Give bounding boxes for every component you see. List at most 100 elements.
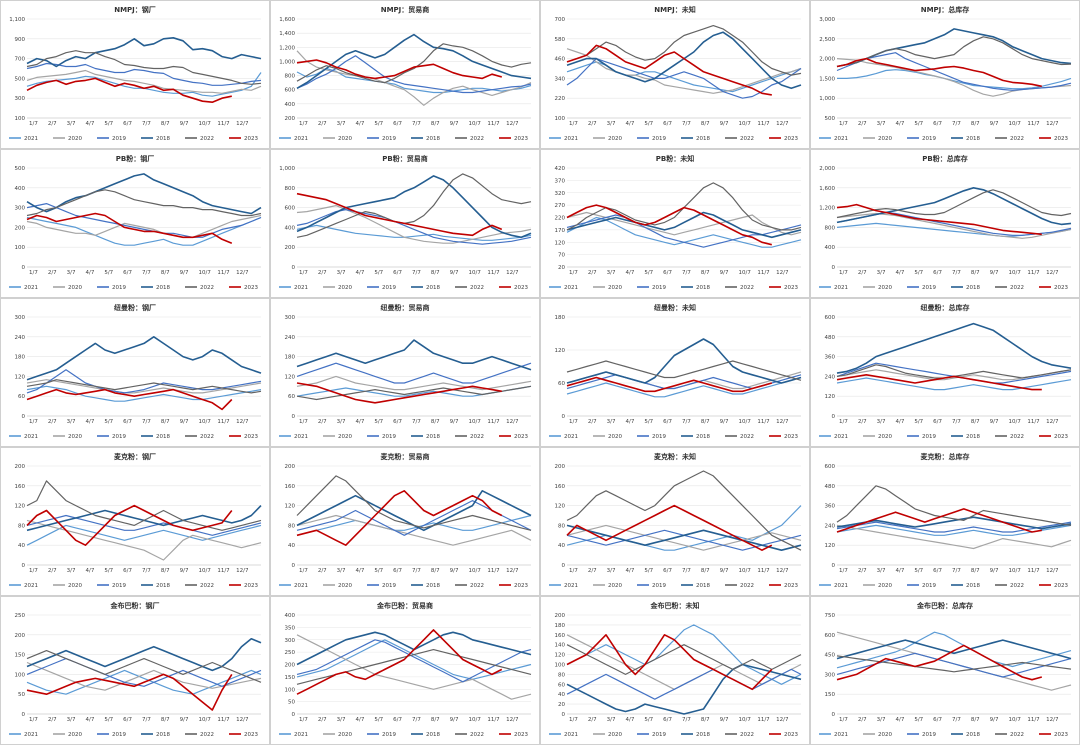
legend-item: 2023 — [1039, 583, 1068, 589]
x-tick-label: 7/7 — [682, 270, 691, 276]
legend-label: 2020 — [338, 583, 352, 589]
legend-item: 2023 — [499, 285, 528, 291]
y-tick-label: 250 — [15, 613, 26, 619]
legend-label: 2022 — [1010, 285, 1024, 291]
x-tick-label: 9/7 — [990, 717, 999, 723]
x-tick-label: 9/7 — [990, 419, 999, 425]
y-tick-label: 140 — [555, 643, 566, 649]
x-tick-label: 11/7 — [217, 121, 230, 127]
line-chart: 金布巴粉：贸易商 0 50 100 150 200 250 300 350 400 1/7 2/7 3/… — [279, 601, 532, 738]
legend-item: 2020 — [323, 583, 352, 589]
x-tick-label: 6/7 — [933, 717, 942, 723]
x-tick-label: 10/7 — [1009, 121, 1022, 127]
y-tick-label: 1,000 — [279, 59, 295, 65]
y-tick-label: 120 — [15, 374, 26, 380]
y-tick-label: 120 — [555, 348, 566, 354]
x-tick-label: 6/7 — [393, 270, 402, 276]
x-tick-label: 11/7 — [1027, 270, 1040, 276]
legend-label: 2023 — [784, 136, 798, 142]
x-tick-label: 8/7 — [971, 419, 980, 425]
y-tick-label: 100 — [15, 116, 26, 122]
legend-label: 2020 — [608, 285, 622, 291]
legend-item: 2022 — [995, 285, 1024, 291]
legend-label: 2022 — [200, 136, 214, 142]
legend-label: 2022 — [740, 285, 754, 291]
legend-label: 2023 — [514, 583, 528, 589]
legend-label: 2023 — [514, 732, 528, 738]
y-tick-label: 1,000 — [819, 96, 835, 102]
legend-item: 2021 — [279, 434, 308, 440]
x-tick-label: 5/7 — [104, 717, 113, 723]
x-tick-label: 7/7 — [412, 419, 421, 425]
x-tick-label: 2/7 — [858, 270, 867, 276]
x-tick-label: 5/7 — [914, 270, 923, 276]
legend-item: 2023 — [1039, 732, 1068, 738]
chart-title: 金布巴粉：贸易商 — [376, 601, 433, 610]
x-tick-label: 12/7 — [1046, 270, 1059, 276]
line-chart: 金布巴粉：未知 0 20 40 60 80 100 120 140 160 180 200 1/7 2/7… — [549, 601, 802, 738]
series-line-2021 — [836, 631, 1072, 669]
x-tick-label: 9/7 — [450, 568, 459, 574]
x-tick-label: 8/7 — [161, 419, 170, 425]
legend-item: 2022 — [725, 285, 754, 291]
legend-label: 2018 — [696, 434, 710, 440]
x-tick-label: 1/7 — [839, 568, 848, 574]
legend-label: 2020 — [878, 583, 892, 589]
y-tick-label: 300 — [15, 96, 26, 102]
legend-item: 2022 — [455, 583, 484, 589]
legend-item: 2023 — [1039, 285, 1068, 291]
legend-item: 2019 — [907, 434, 936, 440]
y-tick-label: 0 — [832, 712, 836, 718]
series-line-2023 — [566, 504, 773, 551]
legend-item: 2020 — [863, 732, 892, 738]
y-tick-label: 1,200 — [279, 45, 295, 51]
series-line-2018 — [296, 631, 532, 666]
series-line-2020 — [26, 214, 262, 238]
legend-label: 2022 — [740, 583, 754, 589]
series-line-2021 — [566, 376, 802, 398]
y-tick-label: 400 — [285, 102, 296, 108]
x-tick-label: 9/7 — [990, 270, 999, 276]
x-tick-label: 11/7 — [1027, 121, 1040, 127]
line-chart: 麦克粉：未知 0 40 80 120 160 200 1/7 2/7 3/7 4/7 5/7 6/7 7/… — [549, 452, 802, 589]
chart-panel: 纽曼粉：总库存 0 120 240 360 480 600 1/7 2/7 3/7 4/7 5/7 6/… — [810, 298, 1080, 447]
y-tick-label: 120 — [285, 374, 296, 380]
y-tick-label: 80 — [18, 523, 25, 529]
legend-label: 2022 — [740, 136, 754, 142]
x-tick-label: 9/7 — [180, 270, 189, 276]
y-tick-label: 360 — [825, 504, 836, 510]
x-tick-label: 5/7 — [374, 121, 383, 127]
x-tick-label: 12/7 — [776, 717, 789, 723]
chart-title: 麦克粉：钢厂 — [114, 452, 156, 461]
legend-item: 2019 — [907, 583, 936, 589]
y-tick-label: 320 — [555, 191, 566, 197]
x-tick-label: 2/7 — [48, 270, 57, 276]
x-tick-label: 11/7 — [487, 419, 500, 425]
series-line-2020 — [836, 58, 1072, 97]
x-tick-label: 7/7 — [952, 568, 961, 574]
x-tick-label: 3/7 — [877, 717, 886, 723]
legend-label: 2023 — [244, 434, 258, 440]
legend-item: 2023 — [1039, 434, 1068, 440]
legend-item: 2018 — [411, 285, 440, 291]
chart-panel: 麦克粉：未知 0 40 80 120 160 200 1/7 2/7 3/7 4/7 5/7 6/7 7/… — [540, 447, 810, 596]
x-tick-label: 6/7 — [123, 270, 132, 276]
line-chart: NMPJ：钢厂 100 300 500 700 900 1,100 1/7 2/7 3/7 4/7 5… — [9, 5, 262, 142]
x-tick-label: 2/7 — [318, 717, 327, 723]
y-tick-label: 450 — [825, 653, 836, 659]
legend-item: 2021 — [549, 434, 578, 440]
legend-item: 2022 — [185, 136, 214, 142]
y-tick-label: 2,000 — [819, 57, 835, 63]
x-tick-label: 11/7 — [757, 121, 770, 127]
legend-item: 2020 — [593, 583, 622, 589]
x-tick-label: 4/7 — [896, 568, 905, 574]
x-tick-label: 8/7 — [971, 568, 980, 574]
legend-label: 2020 — [68, 434, 82, 440]
x-tick-label: 8/7 — [971, 121, 980, 127]
series-line-2019 — [26, 514, 262, 536]
series-line-2020 — [836, 369, 1072, 381]
series-line-2018 — [296, 33, 532, 89]
x-tick-label: 11/7 — [217, 568, 230, 574]
legend-item: 2018 — [681, 434, 710, 440]
y-tick-label: 340 — [555, 76, 566, 82]
